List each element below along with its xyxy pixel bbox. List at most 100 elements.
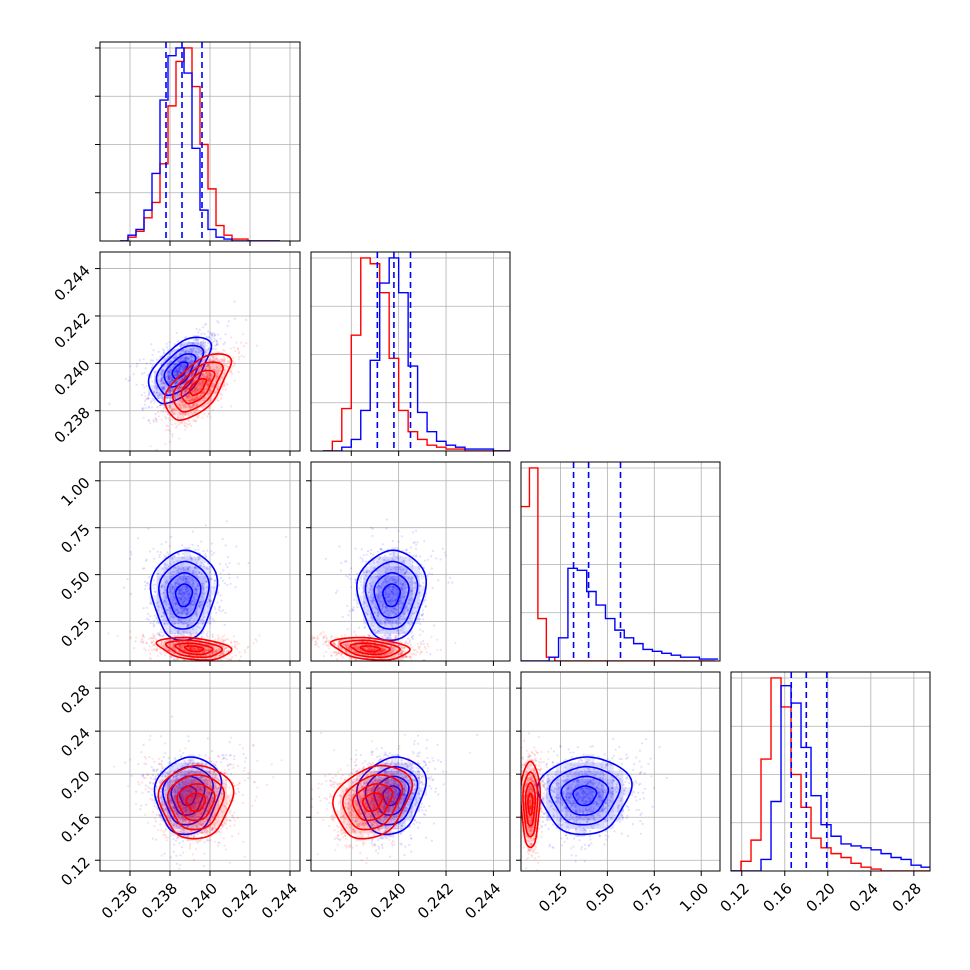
sample-point bbox=[170, 584, 173, 587]
sample-point bbox=[184, 336, 187, 340]
sample-point bbox=[191, 543, 194, 547]
sample-point bbox=[185, 575, 188, 578]
sample-point bbox=[178, 662, 180, 664]
sample-point bbox=[163, 646, 166, 650]
sample-point bbox=[209, 374, 212, 377]
sample-point bbox=[232, 356, 235, 359]
sample-point bbox=[186, 387, 189, 390]
sample-point bbox=[170, 572, 173, 575]
sample-point bbox=[196, 397, 199, 400]
sample-point bbox=[226, 360, 229, 363]
sample-point bbox=[246, 646, 249, 650]
sample-point bbox=[236, 347, 239, 350]
sample-point bbox=[194, 548, 197, 552]
sample-point bbox=[219, 397, 223, 400]
sample-point bbox=[206, 372, 209, 375]
sample-point bbox=[400, 535, 403, 538]
sample-point bbox=[182, 566, 185, 569]
sample-point bbox=[225, 638, 228, 641]
sample-point bbox=[212, 356, 215, 359]
panel-frame bbox=[99, 41, 301, 242]
sample-point bbox=[203, 388, 206, 391]
sample-point bbox=[190, 559, 193, 562]
sample-point bbox=[207, 347, 210, 350]
sample-point bbox=[159, 355, 162, 358]
sample-point bbox=[194, 398, 197, 401]
sample-point bbox=[217, 371, 220, 374]
sample-point bbox=[158, 633, 161, 637]
sample-point bbox=[185, 568, 188, 572]
sample-point bbox=[174, 603, 177, 607]
sample-point bbox=[174, 580, 177, 583]
sample-point bbox=[200, 635, 204, 638]
sample-point bbox=[180, 618, 183, 622]
sample-point bbox=[209, 374, 212, 378]
sample-point bbox=[192, 571, 195, 575]
sample-point bbox=[199, 392, 203, 395]
sample-point bbox=[187, 357, 191, 360]
sample-point bbox=[167, 406, 171, 409]
sample-point bbox=[185, 357, 188, 360]
sample-point bbox=[176, 634, 179, 638]
sample-point bbox=[166, 374, 169, 377]
sample-point bbox=[369, 552, 372, 555]
sample-point bbox=[211, 373, 214, 376]
sample-point bbox=[206, 380, 209, 383]
sample-point bbox=[215, 377, 218, 380]
sample-point bbox=[201, 661, 203, 663]
sample-point bbox=[150, 359, 153, 362]
sample-point bbox=[172, 371, 175, 374]
sample-point bbox=[147, 649, 150, 652]
sample-point bbox=[173, 408, 176, 411]
sample-point bbox=[158, 405, 161, 408]
sample-point bbox=[153, 634, 156, 637]
sample-point bbox=[132, 373, 135, 376]
sample-point bbox=[229, 658, 232, 661]
sample-point bbox=[208, 378, 211, 381]
sample-point bbox=[391, 540, 394, 543]
sample-point bbox=[157, 631, 160, 634]
sample-point bbox=[205, 365, 208, 368]
sample-point bbox=[430, 567, 433, 570]
sample-point bbox=[209, 371, 212, 374]
sample-point bbox=[162, 591, 165, 595]
density-cell bbox=[191, 394, 198, 402]
sample-point bbox=[177, 378, 180, 381]
sample-point bbox=[193, 662, 195, 664]
sample-point bbox=[187, 362, 190, 365]
sample-point bbox=[128, 376, 131, 379]
sample-point bbox=[206, 549, 209, 552]
sample-point bbox=[187, 566, 190, 570]
sample-point bbox=[178, 386, 181, 389]
sample-point bbox=[221, 349, 225, 352]
sample-point bbox=[184, 666, 186, 668]
panel-1-1 bbox=[311, 252, 510, 451]
density-cell bbox=[160, 363, 168, 371]
sample-point bbox=[348, 609, 351, 613]
sample-point bbox=[215, 366, 218, 369]
sample-point bbox=[149, 376, 152, 379]
density-cell bbox=[218, 372, 226, 380]
sample-point bbox=[201, 350, 204, 353]
sample-point bbox=[198, 387, 201, 390]
sample-point bbox=[217, 399, 220, 402]
sample-point bbox=[205, 335, 208, 339]
sample-point bbox=[204, 580, 208, 583]
contour-line bbox=[163, 353, 233, 421]
sample-point bbox=[182, 631, 185, 634]
sample-point bbox=[210, 389, 213, 392]
density-cell bbox=[191, 408, 198, 416]
sample-point bbox=[167, 428, 170, 432]
sample-point bbox=[128, 557, 132, 560]
sample-point bbox=[366, 550, 370, 553]
sample-point bbox=[158, 634, 161, 637]
sample-point bbox=[205, 374, 208, 377]
sample-point bbox=[171, 410, 174, 413]
sample-point bbox=[193, 419, 196, 423]
sample-point bbox=[178, 644, 181, 647]
sample-point bbox=[142, 607, 145, 610]
histogram-step bbox=[731, 684, 930, 871]
sample-point bbox=[408, 551, 411, 554]
sample-point bbox=[167, 609, 170, 612]
sample-point bbox=[207, 383, 210, 386]
